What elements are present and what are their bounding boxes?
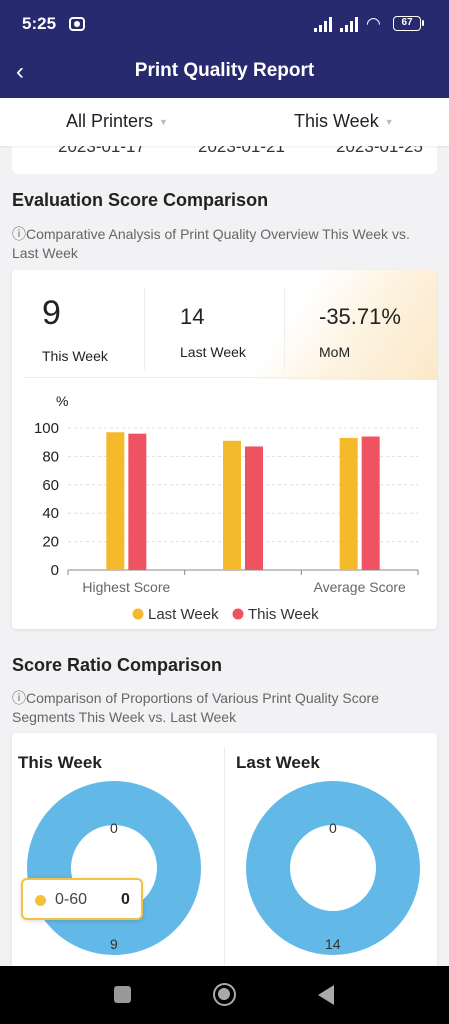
recents-icon[interactable] bbox=[114, 986, 131, 1003]
chevron-down-icon: ▼ bbox=[384, 117, 394, 128]
system-nav-bar bbox=[0, 966, 449, 1024]
metric-last-week: 14 Last Week bbox=[150, 286, 280, 366]
metric-value: 14 bbox=[180, 304, 205, 329]
donut-top-value: 0 bbox=[110, 820, 118, 836]
x-tick-label: Highest Score bbox=[82, 579, 170, 595]
tooltip-value: 0 bbox=[121, 891, 130, 908]
metric-this-week: 9 This Week bbox=[12, 286, 142, 366]
metric-value: -35.71% bbox=[319, 304, 401, 329]
filter-bar: All Printers ▼ This Week ▼ bbox=[0, 98, 449, 146]
y-tick-label: 100 bbox=[34, 420, 59, 437]
wifi-icon: ◠ bbox=[366, 14, 381, 33]
donut-tooltip: 0-60 0 bbox=[21, 878, 143, 920]
chevron-down-icon: ▼ bbox=[159, 117, 168, 128]
metric-label: Last Week bbox=[180, 344, 246, 360]
home-icon[interactable] bbox=[213, 983, 236, 1006]
bar-last-week[interactable] bbox=[106, 432, 125, 570]
donut-bottom-value: 14 bbox=[325, 936, 341, 952]
legend-label[interactable]: Last Week bbox=[148, 606, 219, 623]
date-label: 2023-01-21 bbox=[198, 146, 285, 156]
evaluation-card: 9 This Week 14 Last Week -35.71% MoM % 0… bbox=[12, 270, 437, 629]
period-filter-label: This Week bbox=[294, 111, 379, 131]
y-tick-label: 0 bbox=[51, 562, 59, 579]
signal-icon bbox=[340, 16, 362, 32]
date-axis-strip: 2023-01-17 2023-01-21 2023-01-25 bbox=[12, 146, 437, 174]
donut-title-this-week: This Week bbox=[18, 753, 102, 772]
y-axis-label: % bbox=[56, 393, 68, 409]
bar-last-week[interactable] bbox=[223, 440, 241, 570]
divider bbox=[284, 288, 285, 370]
bar-this-week[interactable] bbox=[245, 446, 263, 570]
back-nav-icon[interactable] bbox=[318, 985, 334, 1005]
period-filter[interactable]: This Week ▼ bbox=[294, 111, 394, 132]
ratio-card: This Week Last Week 0 9 0 14 bbox=[12, 733, 437, 973]
app-header: ‹ Print Quality Report bbox=[0, 48, 449, 98]
page-title: Print Quality Report bbox=[134, 60, 315, 81]
signal-icon bbox=[314, 16, 336, 32]
x-tick-label: Average Score bbox=[313, 579, 406, 595]
y-tick-label: 80 bbox=[42, 448, 59, 465]
ratio-subtitle: ⓘComparison of Proportions of Various Pr… bbox=[12, 690, 380, 725]
metric-value: 9 bbox=[42, 294, 61, 332]
donut-charts bbox=[27, 781, 420, 955]
bar-this-week[interactable] bbox=[128, 433, 147, 570]
tooltip-color-dot bbox=[35, 895, 46, 906]
metric-mom: -35.71% MoM bbox=[289, 286, 419, 366]
donut-top-value: 0 bbox=[329, 820, 337, 836]
bar-this-week[interactable] bbox=[361, 436, 380, 570]
metric-header-bg bbox=[12, 270, 437, 380]
donut-title-last-week: Last Week bbox=[236, 753, 320, 772]
legend-marker bbox=[232, 608, 244, 620]
legend-label[interactable]: This Week bbox=[248, 606, 319, 623]
divider bbox=[24, 377, 424, 378]
donut-this-week[interactable] bbox=[27, 781, 201, 955]
date-label: 2023-01-17 bbox=[58, 146, 145, 156]
back-icon[interactable]: ‹ bbox=[16, 58, 24, 85]
divider bbox=[224, 747, 225, 973]
status-time: 5:25 bbox=[22, 14, 57, 33]
score-bar-chart: % 0 20 40 60 80 100 Highest Score Average Scor… bbox=[34, 393, 419, 623]
legend-marker bbox=[132, 608, 144, 620]
metric-label: MoM bbox=[319, 344, 351, 360]
date-label: 2023-01-25 bbox=[336, 146, 423, 156]
printer-filter[interactable]: All Printers ▼ bbox=[66, 111, 168, 132]
evaluation-subtitle: ⓘComparative Analysis of Print Quality O… bbox=[12, 226, 410, 261]
screen-record-icon bbox=[69, 17, 85, 31]
y-tick-label: 20 bbox=[42, 534, 59, 551]
printer-filter-label: All Printers bbox=[66, 111, 154, 131]
donut-last-week[interactable] bbox=[246, 781, 420, 955]
metric-label: This Week bbox=[42, 348, 108, 364]
status-bar: 5:25 ◠ 67 bbox=[0, 0, 449, 48]
battery-icon: 67 bbox=[393, 16, 424, 31]
ratio-title: Score Ratio Comparison bbox=[12, 655, 223, 675]
tooltip-label: 0-60 bbox=[55, 891, 88, 908]
bar-last-week[interactable] bbox=[339, 437, 358, 570]
divider bbox=[144, 288, 145, 370]
evaluation-title: Evaluation Score Comparison bbox=[12, 190, 269, 210]
donut-bottom-value: 9 bbox=[110, 936, 118, 952]
y-tick-label: 40 bbox=[42, 505, 59, 522]
y-tick-label: 60 bbox=[42, 477, 59, 494]
